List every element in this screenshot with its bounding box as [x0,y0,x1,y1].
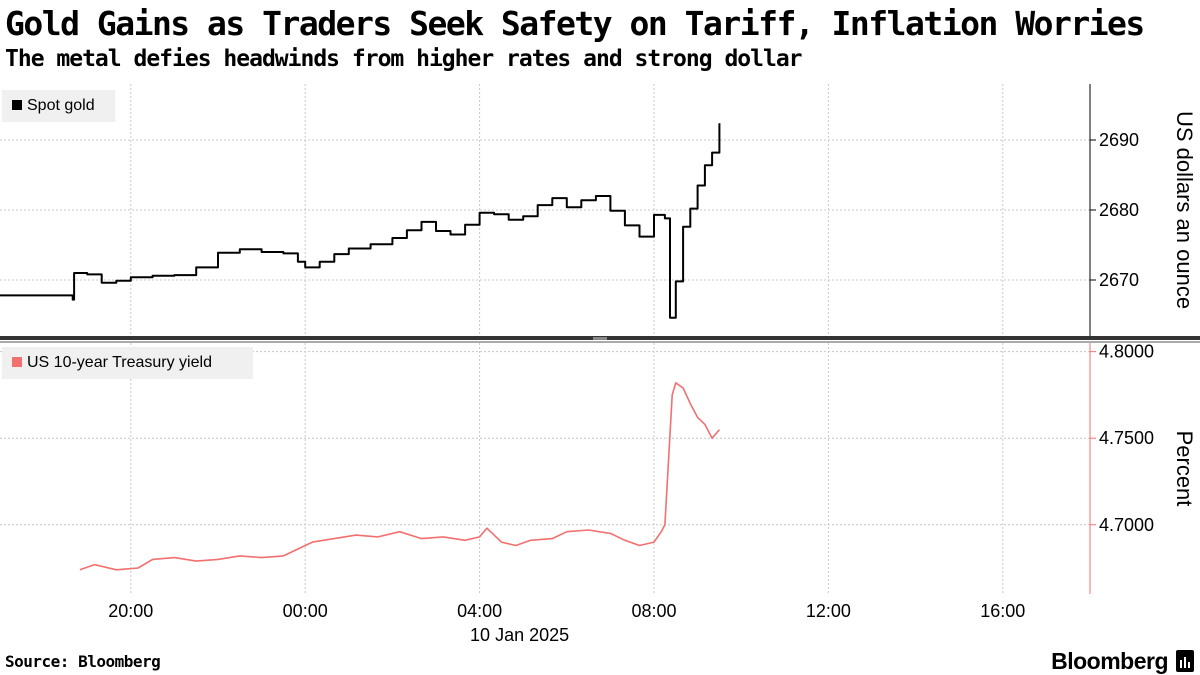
legend-label: Spot gold [27,97,95,114]
x-tick-label: 04:00 [457,601,502,621]
gold-series-line [0,123,721,319]
y-axis-title: US dollars an ounce [1172,111,1197,309]
x-tick-label: 00:00 [283,601,328,621]
legend-box [2,347,253,379]
y-tick-label: 2690 [1099,130,1139,150]
chart-title: Gold Gains as Traders Seek Safety on Tar… [5,4,1145,43]
x-tick-label: 12:00 [806,601,851,621]
source-note: Source: Bloomberg [5,652,161,671]
y-tick-label: 4.7000 [1099,515,1154,535]
y-tick-label: 2670 [1099,270,1139,290]
x-date-label: 10 Jan 2025 [470,625,569,645]
legend-swatch [12,357,22,367]
x-tick-label: 16:00 [980,601,1025,621]
y-tick-label: 2680 [1099,200,1139,220]
x-tick-label: 08:00 [631,601,676,621]
yield-series-line [79,382,721,571]
brand-logo: Bloomberg [1051,648,1168,674]
terminal-icon [1176,650,1194,672]
legend-swatch [12,100,22,110]
divider-handle [593,337,607,340]
y-axis-title: Percent [1172,431,1197,507]
legend-label: US 10-year Treasury yield [27,354,212,371]
chart-subtitle: The metal defies headwinds from higher r… [5,46,803,72]
x-tick-label: 20:00 [108,601,153,621]
y-tick-label: 4.7500 [1099,428,1154,448]
y-tick-label: 4.8000 [1099,342,1154,362]
